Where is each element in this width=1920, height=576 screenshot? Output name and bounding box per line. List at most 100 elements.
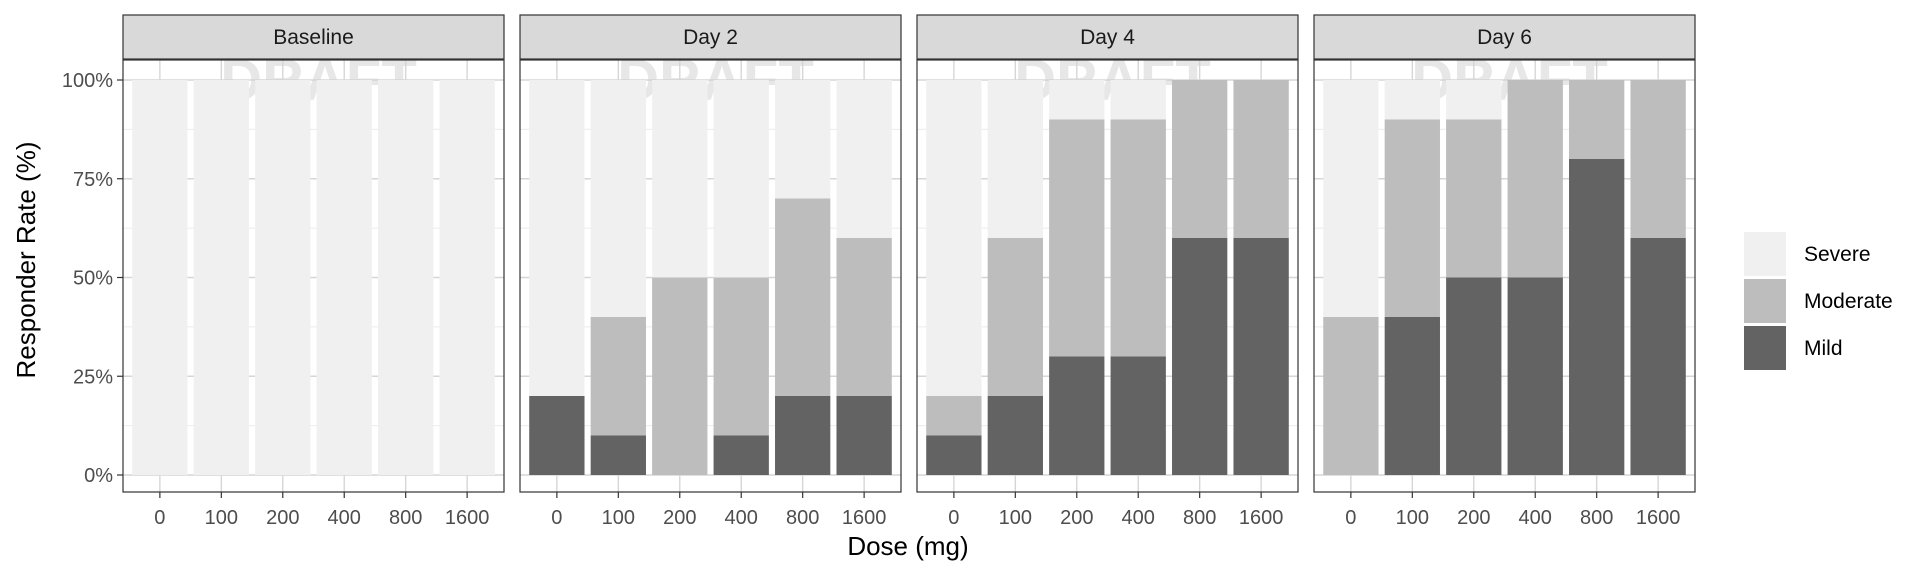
- legend-key-moderate: [1744, 279, 1786, 323]
- bar-severe-day-6-100: [1385, 80, 1440, 120]
- bar-mild-day-4-800: [1172, 238, 1227, 475]
- bar-moderate-day-2-800: [775, 199, 830, 397]
- bar-severe-baseline-200: [255, 80, 310, 475]
- x-tick-label: 100: [999, 507, 1032, 529]
- bar-severe-day-2-100: [591, 80, 646, 317]
- y-tick-label: 50%: [73, 268, 113, 290]
- bar-moderate-day-2-200: [652, 278, 707, 476]
- x-tick-label: 400: [328, 507, 361, 529]
- bar-severe-day-2-1600: [836, 80, 891, 238]
- bar-moderate-day-2-100: [591, 317, 646, 436]
- facet-panel-day-2: Day 2DRAFT01002004008001600: [520, 15, 901, 529]
- bar-moderate-day-2-1600: [836, 238, 891, 396]
- bar-severe-day-4-400: [1111, 80, 1166, 120]
- facet-panels: BaselineDRAFT01002004008001600Day 2DRAFT…: [123, 15, 1695, 529]
- x-axis-title: Dose (mg): [847, 531, 968, 561]
- legend-label-severe: Severe: [1804, 243, 1871, 266]
- x-tick-label: 0: [1345, 507, 1356, 529]
- bar-severe-baseline-800: [378, 80, 433, 475]
- y-axis: 0% 25% 50% 75% 100%: [62, 70, 123, 487]
- x-tick-label: 200: [1060, 507, 1093, 529]
- bar-moderate-day-4-200: [1049, 120, 1104, 357]
- bar-severe-day-2-200: [652, 80, 707, 278]
- x-tick-label: 400: [725, 507, 758, 529]
- bar-mild-day-2-800: [775, 396, 830, 475]
- facet-strip-label: Day 6: [1477, 26, 1532, 49]
- bar-mild-day-4-1600: [1233, 238, 1288, 475]
- bar-moderate-day-4-100: [988, 238, 1043, 396]
- x-tick-label: 200: [1457, 507, 1490, 529]
- x-tick-label: 100: [205, 507, 238, 529]
- bar-severe-baseline-100: [194, 80, 249, 475]
- bar-severe-day-2-0: [529, 80, 584, 396]
- y-tick-label: 25%: [73, 366, 113, 388]
- bar-mild-day-6-400: [1508, 278, 1563, 476]
- facet-panel-day-4: Day 4DRAFT01002004008001600: [917, 15, 1298, 529]
- x-tick-label: 200: [266, 507, 299, 529]
- x-tick-label: 100: [602, 507, 635, 529]
- y-tick-label: 75%: [73, 169, 113, 191]
- x-tick-label: 1600: [842, 507, 887, 529]
- bar-mild-day-2-400: [714, 436, 769, 476]
- bar-severe-day-4-100: [988, 80, 1043, 238]
- bar-mild-day-6-200: [1446, 278, 1501, 476]
- x-tick-label: 0: [154, 507, 165, 529]
- bar-mild-day-6-100: [1385, 317, 1440, 475]
- bar-mild-day-2-0: [529, 396, 584, 475]
- x-tick-label: 0: [948, 507, 959, 529]
- bar-moderate-day-6-0: [1323, 317, 1378, 475]
- bar-moderate-day-4-1600: [1233, 80, 1288, 238]
- x-tick-label: 800: [786, 507, 819, 529]
- legend-key-severe: [1744, 232, 1786, 276]
- bar-severe-baseline-1600: [439, 80, 494, 475]
- bar-mild-day-2-100: [591, 436, 646, 476]
- legend: Severe Moderate Mild: [1744, 232, 1893, 370]
- bar-moderate-day-4-400: [1111, 120, 1166, 357]
- facet-strip-label: Day 2: [683, 26, 738, 49]
- facet-strip-label: Day 4: [1080, 26, 1135, 49]
- y-tick-label: 0%: [84, 465, 113, 487]
- bar-severe-day-2-800: [775, 80, 830, 199]
- facet-panel-baseline: BaselineDRAFT01002004008001600: [123, 15, 504, 529]
- bar-mild-day-4-0: [926, 436, 981, 476]
- bar-mild-day-4-400: [1111, 357, 1166, 476]
- bar-mild-day-2-1600: [836, 396, 891, 475]
- legend-key-mild: [1744, 326, 1786, 370]
- bar-moderate-day-4-0: [926, 396, 981, 436]
- bar-severe-day-4-0: [926, 80, 981, 396]
- bar-moderate-day-6-200: [1446, 120, 1501, 278]
- y-tick-label: 100%: [62, 70, 113, 92]
- x-tick-label: 1600: [1239, 507, 1284, 529]
- bar-severe-day-6-0: [1323, 80, 1378, 317]
- x-tick-label: 1600: [445, 507, 490, 529]
- x-tick-label: 200: [663, 507, 696, 529]
- bar-severe-baseline-400: [317, 80, 372, 475]
- bar-moderate-day-2-400: [714, 278, 769, 436]
- bar-mild-day-6-800: [1569, 159, 1624, 475]
- bar-severe-baseline-0: [132, 80, 187, 475]
- x-tick-label: 0: [551, 507, 562, 529]
- x-tick-label: 400: [1122, 507, 1155, 529]
- legend-label-mild: Mild: [1804, 337, 1843, 360]
- facet-panel-day-6: Day 6DRAFT01002004008001600: [1314, 15, 1695, 529]
- x-tick-label: 1600: [1636, 507, 1681, 529]
- x-tick-label: 400: [1519, 507, 1552, 529]
- bar-moderate-day-6-800: [1569, 80, 1624, 159]
- bar-moderate-day-6-1600: [1630, 80, 1685, 238]
- bar-moderate-day-6-400: [1508, 80, 1563, 278]
- bar-severe-day-2-400: [714, 80, 769, 278]
- x-tick-label: 800: [1183, 507, 1216, 529]
- legend-label-moderate: Moderate: [1804, 290, 1893, 313]
- bar-moderate-day-4-800: [1172, 80, 1227, 238]
- x-tick-label: 800: [389, 507, 422, 529]
- bar-severe-day-4-200: [1049, 80, 1104, 120]
- bar-mild-day-4-200: [1049, 357, 1104, 476]
- bar-moderate-day-6-100: [1385, 120, 1440, 318]
- bar-severe-day-6-200: [1446, 80, 1501, 120]
- bar-mild-day-4-100: [988, 396, 1043, 475]
- x-tick-label: 100: [1396, 507, 1429, 529]
- y-axis-title: Responder Rate (%): [11, 142, 41, 379]
- facet-strip-label: Baseline: [273, 26, 354, 49]
- bar-mild-day-6-1600: [1630, 238, 1685, 475]
